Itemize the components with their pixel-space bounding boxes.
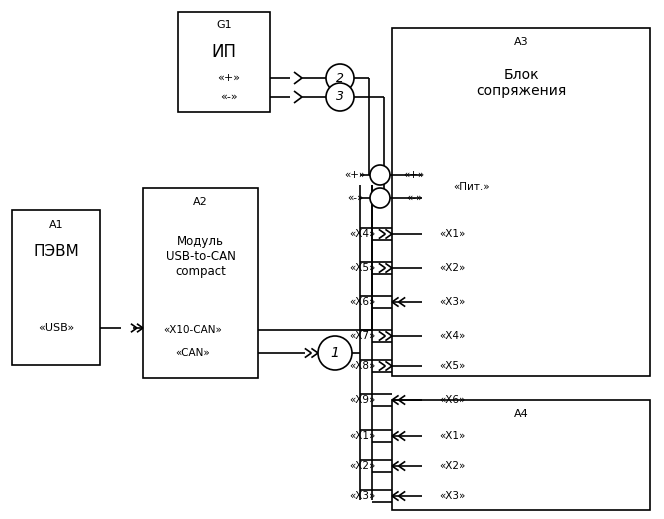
- Text: «X1»: «X1»: [349, 431, 375, 441]
- Text: «+»: «+»: [403, 170, 424, 180]
- Bar: [392, 28, 650, 376]
- Text: «X2»: «X2»: [439, 461, 465, 471]
- Text: А2: А2: [193, 197, 208, 207]
- Bar: [392, 400, 650, 510]
- Text: «-»: «-»: [347, 193, 363, 203]
- Text: «X7»: «X7»: [349, 331, 375, 341]
- Text: «X1»: «X1»: [439, 229, 465, 239]
- Text: 3: 3: [336, 90, 344, 103]
- Text: «+»: «+»: [217, 73, 240, 83]
- Text: «X5»: «X5»: [439, 361, 465, 371]
- Text: G1: G1: [216, 20, 232, 30]
- Text: Блок
сопряжения: Блок сопряжения: [476, 68, 566, 98]
- Text: А3: А3: [514, 37, 529, 47]
- Text: ПЭВМ: ПЭВМ: [33, 244, 79, 260]
- Text: «X6»: «X6»: [349, 297, 375, 307]
- Bar: [12, 210, 100, 365]
- Circle shape: [326, 83, 354, 111]
- Circle shape: [370, 188, 390, 208]
- Text: «X4»: «X4»: [349, 229, 375, 239]
- Text: «-»: «-»: [406, 193, 422, 203]
- Bar: [143, 188, 258, 378]
- Text: «USB»: «USB»: [38, 323, 74, 333]
- Text: «X4»: «X4»: [439, 331, 465, 341]
- Circle shape: [318, 336, 352, 370]
- Text: А1: А1: [48, 220, 63, 230]
- Text: ИП: ИП: [212, 43, 236, 61]
- Text: «X9»: «X9»: [349, 395, 375, 405]
- Text: «X1»: «X1»: [439, 431, 465, 441]
- Circle shape: [370, 165, 390, 185]
- Text: «X5»: «X5»: [349, 263, 375, 273]
- Text: «X2»: «X2»: [349, 461, 375, 471]
- Bar: [178, 12, 270, 112]
- Text: «X6»: «X6»: [439, 395, 465, 405]
- Text: «X2»: «X2»: [439, 263, 465, 273]
- Text: Модуль
USB-to-CAN
compact: Модуль USB-to-CAN compact: [165, 235, 236, 278]
- Text: «+»: «+»: [345, 170, 366, 180]
- Text: «X3»: «X3»: [439, 491, 465, 501]
- Text: «X8»: «X8»: [349, 361, 375, 371]
- Text: «X3»: «X3»: [439, 297, 465, 307]
- Text: «X10-CAN»: «X10-CAN»: [163, 325, 222, 335]
- Text: «-»: «-»: [220, 92, 238, 102]
- Text: А4: А4: [514, 409, 529, 419]
- Text: «Пит.»: «Пит.»: [454, 182, 490, 192]
- Text: 1: 1: [331, 346, 339, 360]
- Text: «X3»: «X3»: [349, 491, 375, 501]
- Text: 2: 2: [336, 72, 344, 85]
- Text: «CAN»: «CAN»: [175, 348, 210, 358]
- Circle shape: [326, 64, 354, 92]
